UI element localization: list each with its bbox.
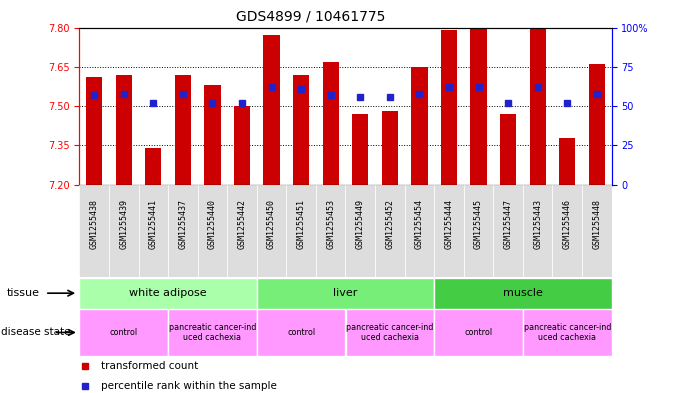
- Text: tissue: tissue: [7, 288, 40, 298]
- Bar: [257, 185, 286, 277]
- Bar: [293, 75, 310, 185]
- Bar: [145, 148, 162, 185]
- Bar: [205, 85, 220, 185]
- Text: GSM1255449: GSM1255449: [356, 198, 365, 248]
- Bar: [589, 64, 605, 185]
- Bar: [559, 138, 576, 185]
- Text: GSM1255440: GSM1255440: [208, 198, 217, 248]
- Bar: [434, 278, 612, 309]
- Bar: [352, 114, 368, 185]
- Text: control: control: [464, 328, 493, 337]
- Bar: [405, 185, 434, 277]
- Bar: [582, 185, 612, 277]
- Bar: [346, 185, 375, 277]
- Bar: [434, 309, 523, 356]
- Bar: [79, 185, 109, 277]
- Text: GSM1255450: GSM1255450: [267, 198, 276, 248]
- Text: GSM1255451: GSM1255451: [296, 198, 305, 248]
- Bar: [79, 278, 257, 309]
- Text: liver: liver: [333, 288, 358, 298]
- Bar: [464, 185, 493, 277]
- Text: GSM1255447: GSM1255447: [504, 198, 513, 248]
- Text: GSM1255442: GSM1255442: [238, 198, 247, 248]
- Text: GSM1255453: GSM1255453: [326, 198, 335, 248]
- Text: GSM1255439: GSM1255439: [120, 198, 129, 248]
- Bar: [109, 185, 139, 277]
- Bar: [234, 106, 250, 185]
- Text: GDS4899 / 10461775: GDS4899 / 10461775: [236, 10, 386, 24]
- Bar: [375, 185, 405, 277]
- Text: percentile rank within the sample: percentile rank within the sample: [101, 381, 276, 391]
- Bar: [441, 30, 457, 185]
- Bar: [411, 67, 428, 185]
- Text: GSM1255452: GSM1255452: [386, 198, 395, 248]
- Bar: [257, 309, 346, 356]
- Bar: [346, 309, 434, 356]
- Text: control: control: [287, 328, 315, 337]
- Bar: [227, 185, 257, 277]
- Bar: [286, 185, 316, 277]
- Text: muscle: muscle: [503, 288, 543, 298]
- Text: white adipose: white adipose: [129, 288, 207, 298]
- Text: GSM1255437: GSM1255437: [178, 198, 187, 248]
- Bar: [500, 114, 516, 185]
- Bar: [168, 309, 257, 356]
- Text: disease state: disease state: [1, 327, 70, 338]
- Bar: [168, 185, 198, 277]
- Text: pancreatic cancer-ind
uced cachexia: pancreatic cancer-ind uced cachexia: [524, 323, 611, 342]
- Text: GSM1255446: GSM1255446: [562, 198, 571, 248]
- Bar: [198, 185, 227, 277]
- Bar: [323, 62, 339, 185]
- Text: control: control: [110, 328, 138, 337]
- Bar: [381, 111, 398, 185]
- Text: GSM1255443: GSM1255443: [533, 198, 542, 248]
- Bar: [139, 185, 168, 277]
- Bar: [552, 185, 582, 277]
- Bar: [316, 185, 346, 277]
- Bar: [257, 278, 434, 309]
- Bar: [471, 28, 486, 185]
- Bar: [523, 309, 612, 356]
- Bar: [493, 185, 523, 277]
- Text: pancreatic cancer-ind
uced cachexia: pancreatic cancer-ind uced cachexia: [169, 323, 256, 342]
- Bar: [115, 75, 132, 185]
- Text: GSM1255438: GSM1255438: [90, 198, 99, 248]
- Bar: [86, 77, 102, 185]
- Text: GSM1255448: GSM1255448: [592, 198, 601, 248]
- Bar: [529, 28, 546, 185]
- Bar: [263, 35, 280, 185]
- Bar: [175, 75, 191, 185]
- Text: pancreatic cancer-ind
uced cachexia: pancreatic cancer-ind uced cachexia: [346, 323, 433, 342]
- Bar: [523, 185, 552, 277]
- Text: GSM1255454: GSM1255454: [415, 198, 424, 248]
- Bar: [79, 309, 168, 356]
- Text: GSM1255441: GSM1255441: [149, 198, 158, 248]
- Text: transformed count: transformed count: [101, 362, 198, 371]
- Bar: [434, 185, 464, 277]
- Text: GSM1255445: GSM1255445: [474, 198, 483, 248]
- Text: GSM1255444: GSM1255444: [444, 198, 453, 248]
